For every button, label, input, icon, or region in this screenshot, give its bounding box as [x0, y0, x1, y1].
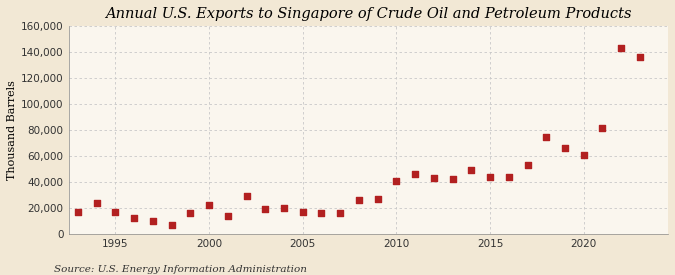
Point: [223, 214, 234, 218]
Y-axis label: Thousand Barrels: Thousand Barrels: [7, 80, 17, 180]
Point: [616, 46, 626, 51]
Point: [148, 219, 159, 223]
Text: Source: U.S. Energy Information Administration: Source: U.S. Energy Information Administ…: [54, 265, 307, 274]
Point: [73, 210, 84, 214]
Point: [354, 198, 364, 202]
Point: [241, 194, 252, 199]
Point: [466, 168, 477, 172]
Title: Annual U.S. Exports to Singapore of Crude Oil and Petroleum Products: Annual U.S. Exports to Singapore of Crud…: [105, 7, 632, 21]
Point: [410, 172, 421, 177]
Point: [541, 134, 551, 139]
Point: [260, 207, 271, 211]
Point: [634, 55, 645, 60]
Point: [335, 211, 346, 215]
Point: [110, 210, 121, 214]
Point: [391, 178, 402, 183]
Point: [279, 206, 290, 210]
Point: [204, 203, 215, 208]
Point: [166, 223, 177, 227]
Point: [560, 146, 570, 150]
Point: [597, 125, 608, 130]
Point: [298, 210, 308, 214]
Point: [373, 197, 383, 201]
Point: [504, 175, 514, 179]
Point: [578, 153, 589, 157]
Point: [448, 177, 458, 182]
Point: [129, 216, 140, 221]
Point: [91, 200, 102, 205]
Point: [429, 176, 439, 180]
Point: [485, 175, 495, 179]
Point: [185, 211, 196, 215]
Point: [522, 163, 533, 167]
Point: [316, 211, 327, 215]
